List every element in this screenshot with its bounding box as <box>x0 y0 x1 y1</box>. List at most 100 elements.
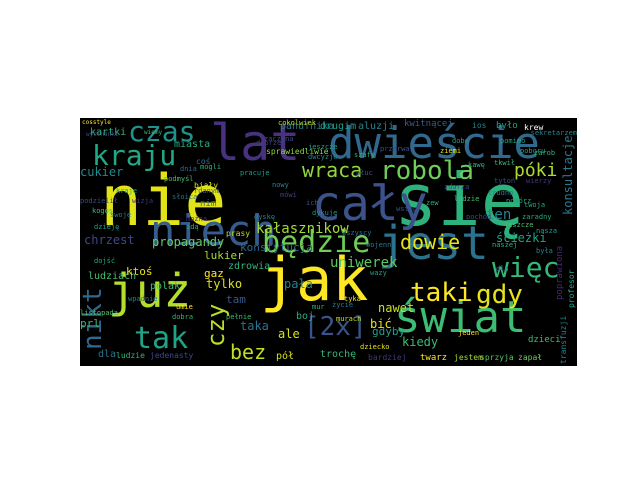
cloud-word: było <box>496 121 518 131</box>
cloud-word: jeszcze <box>504 221 534 229</box>
cloud-word: twoja <box>524 201 546 209</box>
cloud-word: dzieję <box>94 223 120 231</box>
cloud-word: poboru <box>520 147 546 155</box>
cloud-word: lukier <box>204 249 244 262</box>
cloud-word: sprzyja <box>480 353 514 362</box>
cloud-word: nie <box>100 160 227 242</box>
cloud-word: kogos <box>92 207 114 215</box>
cloud-word: pracuje <box>240 169 270 177</box>
cloud-word: drugim <box>320 121 357 132</box>
cloud-word: kraje <box>116 187 138 195</box>
cloud-word: słoica <box>172 193 198 201</box>
cloud-word: jak <box>260 245 369 315</box>
cloud-word: dla <box>496 265 509 273</box>
cloud-word: kraju <box>92 139 177 172</box>
cloud-word: ludzie <box>116 351 145 360</box>
cloud-word: póki <box>514 160 558 181</box>
cloud-word: ludzie <box>454 195 480 203</box>
cloud-word: poprawiona <box>555 245 565 300</box>
cloud-word: gaz <box>204 267 224 280</box>
cloud-word: pełnie <box>226 313 252 321</box>
cloud-word: ścieżki <box>496 231 547 245</box>
cloud-word: cały <box>312 176 428 232</box>
cloud-word: taka <box>240 319 269 333</box>
cloud-word: dobra <box>172 313 194 321</box>
cloud-word: jeszcze <box>308 143 338 151</box>
cloud-word: przerwa <box>380 145 410 153</box>
cloud-word: zaradny <box>522 213 552 221</box>
cloud-word: rdanym <box>194 187 220 195</box>
cloud-word: wraca <box>302 158 363 182</box>
cloud-word: dowie <box>400 230 461 254</box>
cloud-word: dyskę <box>254 213 276 221</box>
cloud-word: gdyby <box>372 325 406 338</box>
cloud-word: nasza <box>536 227 558 235</box>
cloud-word: nawet <box>378 301 415 315</box>
cloud-word: umie <box>176 303 193 311</box>
cloud-word: mur <box>312 303 325 311</box>
cloud-word: kawę <box>468 161 485 169</box>
cloud-word: niech <box>150 206 277 255</box>
cloud-word: płuc <box>356 169 373 177</box>
cloud-word: [2x] <box>304 312 367 342</box>
cloud-word: życie <box>332 301 354 309</box>
cloud-word: zaczyna <box>264 135 294 143</box>
cloud-word: więc <box>492 251 560 284</box>
cloud-word: dojść <box>94 257 116 265</box>
cloud-word: bić <box>370 317 392 331</box>
cloud-word: listopada <box>80 309 118 317</box>
cloud-word: zapał <box>518 353 543 362</box>
cloud-word: wazy <box>370 269 387 277</box>
cloud-word: dobę <box>452 137 469 145</box>
cloud-word: pochód <box>466 213 492 221</box>
cloud-word: wpadnie <box>128 295 158 303</box>
cloud-word: dla <box>98 349 117 360</box>
cloud-word: idą <box>186 223 199 231</box>
cloud-word: się <box>394 158 525 242</box>
cloud-word: jedenasty <box>150 351 194 360</box>
cloud-word: podmyśl <box>164 175 194 183</box>
cloud-word: dwcyzje <box>308 153 338 161</box>
cloud-word: tak <box>134 321 189 356</box>
cloud-word: zew <box>426 199 439 207</box>
cloud-word: wizja <box>132 197 154 205</box>
cloud-word: trochę <box>320 349 357 360</box>
cloud-word: trudno <box>488 189 514 197</box>
cloud-word: chrzest <box>84 233 135 247</box>
cloud-word: jeden <box>458 329 480 337</box>
cloud-word: kartki <box>90 127 127 138</box>
cloud-word: czas <box>128 118 196 148</box>
cloud-word: podzielił <box>80 197 118 205</box>
cloud-word: panufnika <box>280 121 335 132</box>
cloud-word: transfuzji <box>559 315 568 364</box>
cloud-word: sekretarzem <box>530 129 577 137</box>
cloud-word: czy <box>202 303 230 348</box>
cloud-word: dobrze <box>256 139 282 147</box>
cloud-word: ziemi <box>440 147 462 155</box>
cloud-word: kwitnącej <box>404 119 453 129</box>
cloud-word: dykuje <box>312 209 338 217</box>
cloud-word: mówi <box>280 191 297 199</box>
cloud-word: tkwił <box>494 159 516 167</box>
cloud-word: uniwerek <box>330 255 398 271</box>
cloud-word: murach <box>336 315 362 323</box>
cloud-word: będzie <box>262 225 371 260</box>
cloud-word: ios <box>472 121 487 130</box>
cloud-word: ktoś <box>126 265 153 278</box>
cloud-word: zdrowia <box>228 261 271 272</box>
cloud-word: propagandy <box>152 235 225 249</box>
cloud-word: pała <box>284 277 313 291</box>
cloud-word: robola <box>380 156 474 186</box>
cloud-word: wojenne <box>366 241 396 249</box>
cloud-word: konstytucja <box>240 241 313 254</box>
cloud-word: prasy <box>226 229 251 238</box>
cloud-word: nowy <box>272 181 289 189</box>
cloud-word: pół <box>276 351 295 362</box>
cloud-word: kiedy <box>402 335 439 349</box>
cloud-word: pomórz <box>506 197 532 205</box>
cloud-word: aluzji <box>358 121 395 132</box>
cloud-word: pomimo <box>500 137 526 145</box>
cloud-word: polak <box>150 281 181 292</box>
cloud-word: jestem <box>454 353 483 362</box>
cloud-word: miasta <box>174 139 211 150</box>
